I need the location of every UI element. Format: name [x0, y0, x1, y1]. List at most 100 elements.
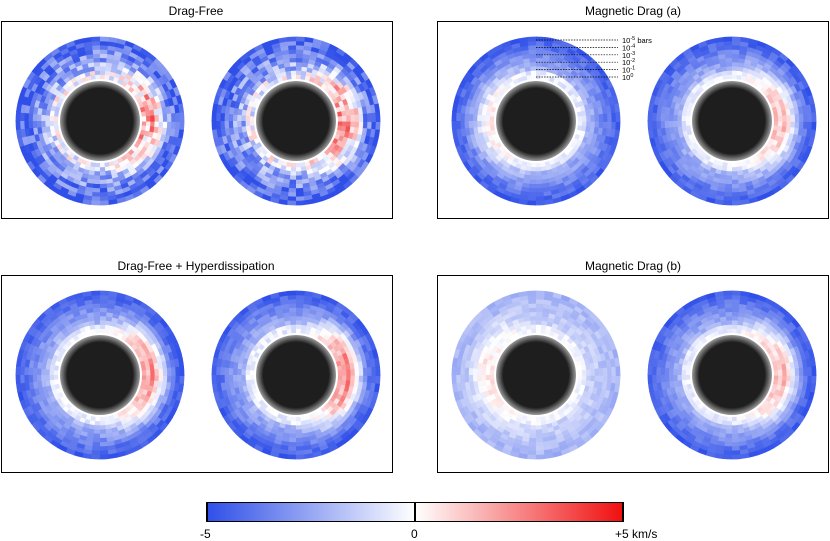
heatmap-cell	[216, 103, 223, 114]
heatmap-cell	[334, 424, 345, 434]
heatmap-cell	[755, 425, 764, 434]
heatmap-cell	[566, 171, 576, 180]
heatmap-cell	[91, 290, 102, 296]
heatmap-cell	[597, 337, 606, 347]
heatmap-cell	[776, 419, 786, 429]
heatmap-cell	[145, 375, 151, 381]
heatmap-cell	[236, 60, 247, 71]
heatmap-cell	[481, 368, 486, 375]
heatmap-cell	[105, 320, 113, 326]
heatmap-cell	[529, 57, 537, 63]
heatmap-cell	[302, 440, 311, 447]
heatmap-cell	[121, 168, 130, 176]
heatmap-cell	[164, 397, 173, 407]
heatmap-cell	[605, 332, 614, 344]
heatmap-cell	[508, 324, 517, 332]
heatmap-cell	[699, 171, 709, 179]
heatmap-cell	[777, 125, 783, 133]
heatmap-cell	[590, 375, 596, 382]
heatmap-cell	[253, 58, 264, 67]
heatmap-cell	[302, 57, 310, 64]
heatmap-cell	[555, 310, 565, 318]
heatmap-cell	[107, 194, 117, 201]
heatmap-cell	[259, 178, 269, 187]
heatmap-cell	[787, 165, 797, 176]
heatmap-cell	[158, 121, 164, 129]
heatmap-cell	[229, 155, 239, 166]
heatmap-cell	[473, 407, 482, 418]
heatmap-cell	[250, 106, 257, 113]
heatmap-cell	[489, 393, 496, 401]
heatmap-cell	[240, 374, 246, 381]
heatmap-cell	[330, 178, 341, 188]
heatmap-cell	[45, 142, 53, 151]
heatmap-cell	[40, 314, 51, 325]
heatmap-cell	[135, 309, 146, 318]
heatmap-cell	[130, 425, 140, 434]
heatmap-cell	[706, 74, 714, 81]
heatmap-cell	[720, 166, 728, 172]
heatmap-cell	[26, 150, 35, 162]
heatmap-cell	[357, 73, 366, 84]
heatmap-cell	[267, 432, 277, 440]
heatmap-cell	[781, 425, 792, 436]
heatmap-cell	[228, 126, 235, 136]
heatmap-cell	[215, 85, 224, 97]
heatmap-cell	[535, 420, 542, 426]
heatmap-cell	[782, 369, 788, 376]
heatmap-cell	[789, 127, 796, 135]
heatmap-cell	[472, 427, 483, 438]
heatmap-cell	[41, 405, 50, 415]
heatmap-cell	[278, 36, 289, 43]
heatmap-cell	[358, 113, 364, 122]
heatmap-cell	[772, 379, 779, 386]
heatmap-cell	[157, 148, 166, 158]
heatmap-cell	[670, 340, 678, 350]
heatmap-cell	[723, 294, 733, 300]
heatmap-cell	[772, 125, 779, 132]
heatmap-cell	[466, 158, 475, 169]
heatmap-cell	[93, 61, 101, 67]
heatmap-cell	[790, 368, 796, 376]
heatmap-cell	[660, 105, 667, 114]
heatmap-cell	[726, 420, 732, 426]
heatmap-cell	[249, 374, 255, 380]
heatmap-cell	[593, 156, 602, 167]
heatmap-cell	[294, 454, 305, 460]
heatmap-cell	[296, 320, 303, 325]
heatmap-cell	[750, 60, 759, 68]
heatmap-cell	[61, 436, 71, 445]
heatmap-cell	[250, 178, 261, 187]
heatmap-cell	[228, 360, 235, 369]
heatmap-cell	[19, 144, 28, 156]
heatmap-cell	[165, 360, 172, 369]
heatmap-cell	[498, 319, 508, 328]
heatmap-cell	[141, 121, 147, 127]
heatmap-cell	[527, 187, 536, 193]
heatmap-cell	[144, 165, 154, 175]
heatmap-cell	[491, 308, 502, 318]
heatmap-cell	[41, 151, 50, 161]
heatmap-cell	[227, 91, 235, 101]
heatmap-cell	[739, 448, 749, 455]
heatmap-cell	[105, 182, 115, 189]
panel-plot-drag-free	[15, 36, 381, 206]
heatmap-cell	[697, 294, 709, 303]
heatmap-cell	[470, 401, 478, 411]
heatmap-cell	[157, 107, 164, 116]
heatmap-cell	[312, 38, 324, 46]
heatmap-cell	[228, 106, 235, 115]
heatmap-cell	[764, 297, 776, 307]
heatmap-cell	[361, 90, 369, 100]
heatmap-cell	[493, 174, 503, 184]
heatmap-cell	[288, 299, 297, 304]
heatmap-cell	[178, 103, 185, 114]
heatmap-cell	[357, 83, 366, 93]
heatmap-cell	[648, 102, 655, 113]
heatmap-cell	[488, 435, 499, 445]
heatmap-cell	[490, 360, 497, 367]
heatmap-cell	[219, 87, 228, 98]
heatmap-cell	[456, 128, 463, 138]
heatmap-cell	[346, 81, 355, 91]
heatmap-cell	[141, 313, 152, 323]
